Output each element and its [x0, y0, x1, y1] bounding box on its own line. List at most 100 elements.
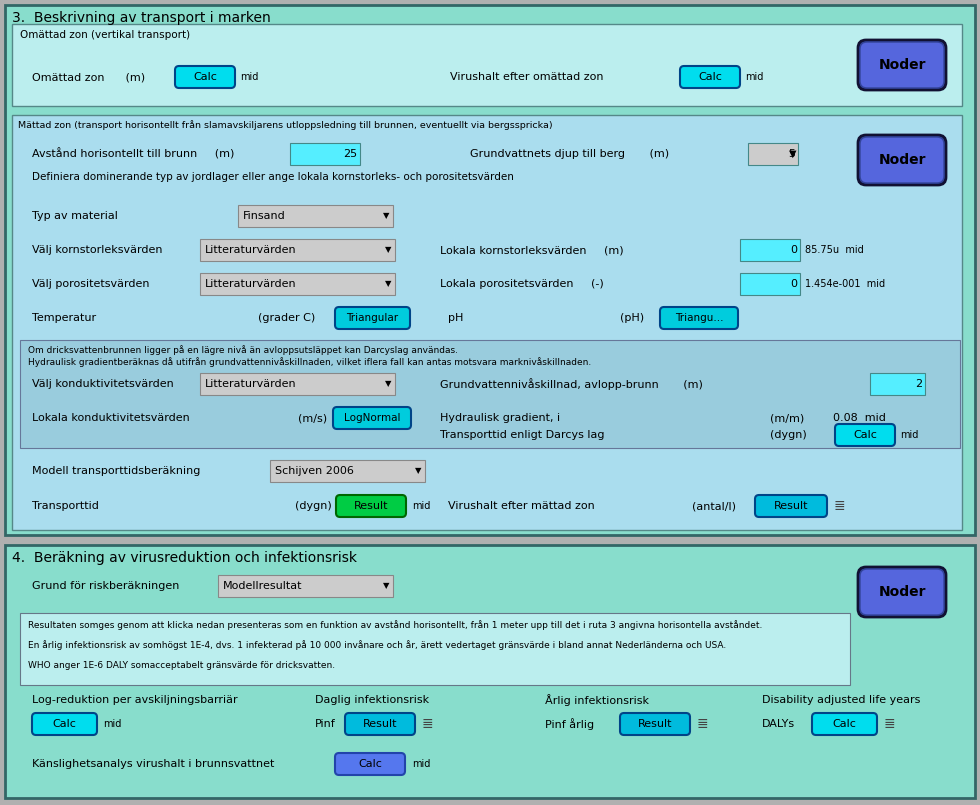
Text: ≣: ≣: [422, 717, 433, 731]
Text: 2: 2: [915, 379, 922, 389]
Bar: [20, 340, 960, 448]
Text: Hydraulisk gradient, i: Hydraulisk gradient, i: [440, 413, 561, 423]
Text: Pinf årlig: Pinf årlig: [545, 718, 594, 730]
Text: ▼: ▼: [383, 212, 389, 221]
Bar: [290, 143, 360, 165]
Text: Årlig infektionsrisk: Årlig infektionsrisk: [545, 694, 649, 706]
FancyBboxPatch shape: [336, 495, 406, 517]
Text: mid: mid: [412, 759, 430, 769]
FancyBboxPatch shape: [812, 713, 877, 735]
Text: Välj porositetsvärden: Välj porositetsvärden: [32, 279, 150, 289]
Text: Pinf: Pinf: [315, 719, 336, 729]
Bar: [870, 373, 925, 395]
Text: 0: 0: [790, 245, 797, 255]
Text: mid: mid: [900, 430, 918, 440]
FancyBboxPatch shape: [660, 307, 738, 329]
Text: (antal/l): (antal/l): [692, 501, 736, 511]
Text: Noder: Noder: [878, 58, 926, 72]
Text: Litteraturvärden: Litteraturvärden: [205, 279, 297, 289]
Text: 1.454e-001  mid: 1.454e-001 mid: [805, 279, 885, 289]
Bar: [12, 24, 962, 106]
Text: Känslighetsanalys virushalt i brunnsvattnet: Känslighetsanalys virushalt i brunnsvatt…: [32, 759, 274, 769]
Text: Grundvattnets djup till berg       (m): Grundvattnets djup till berg (m): [470, 149, 669, 159]
Text: ▼: ▼: [789, 149, 797, 159]
Text: 85.75u  mid: 85.75u mid: [805, 245, 863, 255]
Text: Disability adjusted life years: Disability adjusted life years: [762, 695, 920, 705]
Text: Result: Result: [638, 719, 672, 729]
Bar: [12, 115, 962, 530]
Text: (grader C): (grader C): [258, 313, 316, 323]
Text: Virushalt efter omättad zon: Virushalt efter omättad zon: [450, 72, 604, 82]
Bar: [200, 239, 395, 261]
Text: (pH): (pH): [620, 313, 644, 323]
Text: ≣: ≣: [697, 717, 709, 731]
Bar: [5, 5, 975, 535]
Text: 0.08  mid: 0.08 mid: [833, 413, 886, 423]
Text: ▼: ▼: [383, 581, 389, 591]
Bar: [238, 205, 393, 227]
Text: Välj kornstorleksvärden: Välj kornstorleksvärden: [32, 245, 163, 255]
Text: 0: 0: [790, 279, 797, 289]
Text: Avstånd horisontellt till brunn     (m): Avstånd horisontellt till brunn (m): [32, 148, 234, 159]
Text: ▼: ▼: [385, 246, 391, 254]
Text: (dygn): (dygn): [770, 430, 807, 440]
Text: Omättad zon (vertikal transport): Omättad zon (vertikal transport): [20, 30, 190, 40]
Bar: [5, 545, 975, 798]
Text: WHO anger 1E-6 DALY somacceptabelt gränsvärde för dricksvatten.: WHO anger 1E-6 DALY somacceptabelt gräns…: [28, 660, 335, 670]
Text: Resultaten somges genom att klicka nedan presenteras som en funktion av avstånd : Resultaten somges genom att klicka nedan…: [28, 620, 762, 630]
Text: Result: Result: [354, 501, 388, 511]
Text: Transporttid enligt Darcys lag: Transporttid enligt Darcys lag: [440, 430, 605, 440]
Text: Hydraulisk gradientberäknas då utifrån grundvattennivåskillnaden, vilket iflera : Hydraulisk gradientberäknas då utifrån g…: [28, 357, 591, 367]
Text: Definiera dominerande typ av jordlager eller ange lokala kornstorleks- och poros: Definiera dominerande typ av jordlager e…: [32, 172, 514, 182]
Text: ▼: ▼: [385, 379, 391, 389]
Text: Calc: Calc: [853, 430, 877, 440]
Text: mid: mid: [745, 72, 763, 82]
Text: Result: Result: [363, 719, 397, 729]
FancyBboxPatch shape: [860, 42, 944, 88]
FancyBboxPatch shape: [858, 40, 946, 90]
Text: 3.  Beskrivning av transport i marken: 3. Beskrivning av transport i marken: [12, 11, 270, 25]
Text: mid: mid: [240, 72, 259, 82]
Text: Calc: Calc: [698, 72, 722, 82]
FancyBboxPatch shape: [858, 567, 946, 617]
Text: Triangular: Triangular: [347, 313, 399, 323]
Text: Litteraturvärden: Litteraturvärden: [205, 379, 297, 389]
FancyBboxPatch shape: [335, 753, 405, 775]
FancyBboxPatch shape: [175, 66, 235, 88]
Text: mid: mid: [103, 719, 122, 729]
Text: Litteraturvärden: Litteraturvärden: [205, 245, 297, 255]
Text: Noder: Noder: [878, 153, 926, 167]
Text: Lokala konduktivitetsvärden: Lokala konduktivitetsvärden: [32, 413, 190, 423]
FancyBboxPatch shape: [345, 713, 415, 735]
FancyBboxPatch shape: [858, 135, 946, 185]
Text: Grund för riskberäkningen: Grund för riskberäkningen: [32, 581, 179, 591]
Bar: [200, 273, 395, 295]
FancyBboxPatch shape: [860, 569, 944, 615]
Text: Daglig infektionsrisk: Daglig infektionsrisk: [315, 695, 429, 705]
Text: Triangu...: Triangu...: [675, 313, 723, 323]
Text: Modellresultat: Modellresultat: [223, 581, 303, 591]
FancyBboxPatch shape: [860, 137, 944, 183]
Text: Typ av material: Typ av material: [32, 211, 118, 221]
FancyBboxPatch shape: [32, 713, 97, 735]
Text: (dygn): (dygn): [295, 501, 332, 511]
Text: mid: mid: [412, 501, 430, 511]
Text: Calc: Calc: [53, 719, 76, 729]
Text: LogNormal: LogNormal: [344, 413, 400, 423]
Text: Calc: Calc: [358, 759, 382, 769]
Bar: [748, 143, 798, 165]
Text: Mättad zon (transport horisontellt från slamavskiljarens utloppsledning till bru: Mättad zon (transport horisontellt från …: [18, 120, 553, 130]
Text: Välj konduktivitetsvärden: Välj konduktivitetsvärden: [32, 379, 173, 389]
Bar: [20, 613, 850, 685]
Text: DALYs: DALYs: [762, 719, 795, 729]
Text: ▼: ▼: [385, 279, 391, 288]
Text: Omättad zon      (m): Omättad zon (m): [32, 72, 145, 82]
Text: Schijven 2006: Schijven 2006: [275, 466, 354, 476]
Text: Transporttid: Transporttid: [32, 501, 99, 511]
Text: 5: 5: [788, 149, 795, 159]
Text: 4.  Beräkning av virusreduktion och infektionsrisk: 4. Beräkning av virusreduktion och infek…: [12, 551, 357, 565]
Text: (m/s): (m/s): [298, 413, 327, 423]
Text: (m/m): (m/m): [770, 413, 805, 423]
Text: ≣: ≣: [834, 499, 846, 513]
FancyBboxPatch shape: [335, 307, 410, 329]
